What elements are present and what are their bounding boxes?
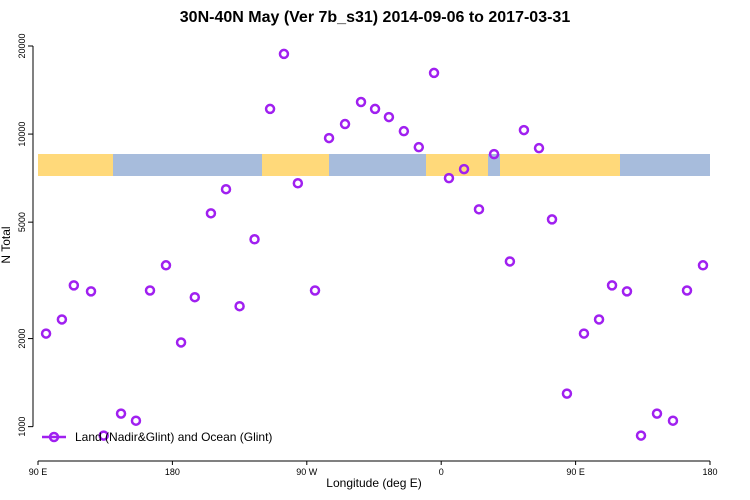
y-tick-label: 20000 xyxy=(17,33,27,58)
data-point xyxy=(292,178,304,189)
data-point xyxy=(264,103,276,115)
data-point xyxy=(443,172,455,184)
data-point xyxy=(667,415,679,426)
data-point xyxy=(234,300,245,312)
data-point xyxy=(504,256,516,267)
data-point xyxy=(593,314,605,325)
data-point xyxy=(175,337,187,348)
data-point xyxy=(220,183,232,195)
data-point xyxy=(651,408,663,419)
x-tick-label: 90 W xyxy=(296,467,318,477)
data-point xyxy=(323,132,335,144)
data-point xyxy=(621,286,633,297)
data-point xyxy=(398,125,410,137)
data-point xyxy=(189,291,201,303)
data-point xyxy=(533,142,545,154)
data-point xyxy=(355,96,367,108)
data-point xyxy=(697,260,709,271)
land-asia xyxy=(38,154,113,176)
data-point xyxy=(473,204,485,215)
data-point xyxy=(339,118,351,130)
x-tick-label: 90 E xyxy=(29,467,48,477)
data-point xyxy=(546,214,558,225)
x-tick-label: 180 xyxy=(165,467,180,477)
data-point xyxy=(369,103,381,115)
data-point xyxy=(68,280,80,291)
data-point xyxy=(383,111,395,123)
land-america xyxy=(262,154,329,176)
data-point xyxy=(160,260,172,271)
data-point xyxy=(205,208,217,219)
data-point xyxy=(488,148,500,160)
x-tick-label: 90 E xyxy=(566,467,585,477)
data-point xyxy=(681,285,693,296)
data-point xyxy=(309,285,321,296)
data-point xyxy=(635,430,647,441)
data-point xyxy=(98,430,109,441)
data-point xyxy=(278,48,290,60)
data-point xyxy=(115,408,127,419)
data-point xyxy=(249,234,260,245)
x-tick-label: 180 xyxy=(702,467,717,477)
data-point xyxy=(561,388,573,399)
data-point xyxy=(40,328,52,339)
y-tick-label: 1000 xyxy=(17,417,27,437)
data-point xyxy=(85,286,97,297)
land-africa xyxy=(426,154,488,176)
map-strip xyxy=(38,154,710,176)
data-point xyxy=(606,280,618,291)
y-tick-label: 2000 xyxy=(17,329,27,349)
y-tick-label: 5000 xyxy=(17,212,27,232)
data-point xyxy=(578,328,590,339)
data-point xyxy=(130,415,142,426)
chart-title: 30N-40N May (Ver 7b_s31) 2014-09-06 to 2… xyxy=(180,9,571,26)
data-point xyxy=(413,141,425,153)
land-asia xyxy=(500,154,620,176)
y-axis-label: N Total xyxy=(0,226,13,263)
x-axis-label: Longitude (deg E) xyxy=(326,476,421,490)
legend-marker xyxy=(48,431,60,443)
y-tick-label: 10000 xyxy=(17,122,27,147)
data-point xyxy=(518,124,530,136)
legend-label: Land (Nadir&Glint) and Ocean (Glint) xyxy=(75,430,272,444)
data-point xyxy=(428,67,440,79)
x-tick-label: 0 xyxy=(439,467,444,477)
data-point xyxy=(458,163,470,175)
data-point xyxy=(144,285,156,296)
data-point xyxy=(56,314,68,325)
